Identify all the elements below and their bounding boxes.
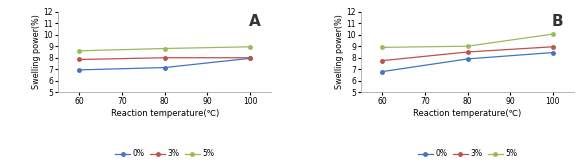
3% (161, 57, 168, 59)
Line: 5%: 5% (380, 32, 554, 49)
0% (161, 66, 168, 69)
Line: 5%: 5% (78, 45, 252, 53)
0% (549, 51, 556, 53)
Legend: 0%, 3%, 5%: 0%, 3%, 5% (415, 146, 520, 162)
5% (76, 50, 83, 52)
X-axis label: Reaction temperature(℃): Reaction temperature(℃) (111, 109, 219, 118)
5% (549, 33, 556, 35)
Line: 0%: 0% (380, 51, 554, 73)
Text: A: A (249, 14, 260, 29)
5% (379, 46, 386, 48)
3% (549, 46, 556, 48)
3% (76, 58, 83, 60)
Y-axis label: Swelling power(%): Swelling power(%) (335, 15, 343, 89)
X-axis label: Reaction temperature(℃): Reaction temperature(℃) (414, 109, 521, 118)
Y-axis label: Swelling power(%): Swelling power(%) (32, 15, 41, 89)
5% (161, 48, 168, 50)
0% (464, 58, 471, 60)
5% (464, 45, 471, 47)
3% (379, 60, 386, 62)
0% (379, 71, 386, 73)
5% (246, 46, 253, 48)
Text: B: B (552, 14, 564, 29)
Line: 3%: 3% (78, 56, 252, 61)
3% (464, 51, 471, 53)
3% (246, 57, 253, 59)
0% (76, 69, 83, 71)
0% (246, 57, 253, 59)
Line: 0%: 0% (78, 57, 252, 72)
Legend: 0%, 3%, 5%: 0%, 3%, 5% (112, 146, 218, 162)
Line: 3%: 3% (380, 45, 554, 62)
